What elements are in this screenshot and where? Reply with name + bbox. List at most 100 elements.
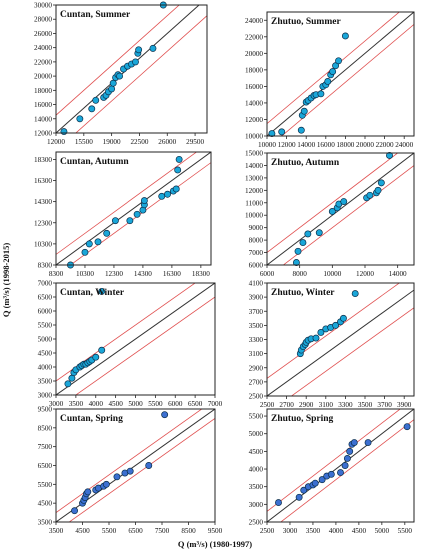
y-tick-label: 6500: [38, 294, 53, 302]
x-tick-label: 10000: [323, 270, 341, 278]
y-tick-label: 4000: [249, 466, 264, 474]
upper-band-line: [56, 152, 198, 255]
data-point: [98, 287, 106, 295]
y-tick-label: 3000: [249, 501, 264, 509]
y-axis-label: Q (m³/s) (1998-2015): [1, 243, 11, 317]
y-tick-label: 2500: [249, 393, 264, 401]
y-tick-label: 6000: [249, 262, 264, 270]
data-point: [343, 454, 351, 462]
y-tick-label: 4500: [38, 500, 53, 508]
data-point: [329, 68, 337, 75]
reference-lines: [267, 283, 414, 396]
reference-lines: [267, 153, 414, 265]
lower-band-line: [280, 419, 414, 522]
x-tick-label: 24000: [395, 141, 413, 149]
data-point: [341, 32, 349, 40]
x-tick-label: 6500: [128, 527, 143, 535]
y-tick-label: 30000: [34, 2, 52, 10]
data-point: [113, 473, 121, 481]
x-tick-label: 5000: [375, 527, 390, 535]
x-tick-label: 16000: [317, 141, 335, 149]
x-tick-label: 3000: [283, 527, 298, 535]
data-point: [94, 238, 102, 246]
x-tick-label: 5500: [148, 400, 163, 408]
data-point: [364, 439, 372, 446]
data-point: [174, 166, 182, 174]
y-tick-label: 9000: [249, 224, 264, 232]
plot-frame: [55, 151, 212, 266]
y-tick-label: 14000: [245, 99, 263, 107]
lower-band-line: [290, 307, 414, 396]
data-point: [81, 248, 89, 256]
data-point: [304, 230, 312, 238]
y-tick-label: 16000: [245, 83, 263, 91]
y-tick-label: 16000: [34, 101, 52, 109]
data-point: [60, 128, 68, 136]
x-tick-label: 10300: [76, 270, 94, 278]
data-point: [103, 229, 111, 237]
x-tick-label: 29500: [186, 138, 204, 146]
y-tick-label: 12300: [34, 219, 52, 227]
y-tick-label: 22000: [34, 58, 52, 66]
data-point: [92, 353, 100, 361]
y-tick-label: 4100: [249, 280, 264, 288]
data-point: [85, 240, 93, 248]
y-tick-label: 20000: [245, 50, 263, 58]
data-point: [377, 179, 385, 187]
y-tick-label: 7000: [38, 280, 53, 288]
data-point: [108, 85, 116, 93]
x-tick-label: 8000: [292, 270, 307, 278]
reference-lines: [56, 409, 215, 522]
lower-band-line: [75, 296, 215, 395]
x-tick-label: 26000: [158, 138, 176, 146]
data-point: [351, 290, 359, 298]
y-tick-label: 15000: [245, 150, 263, 158]
data-point: [341, 462, 349, 469]
lower-band-line: [75, 15, 207, 133]
y-tick-label: 3500: [249, 483, 264, 491]
panel-5: 3000 3500 4000 4500 5000 5500 6000 6500 7000 3000…: [38, 280, 223, 409]
x-tick-label: 8300: [49, 270, 64, 278]
y-tick-label: 13000: [245, 174, 263, 182]
data-point: [278, 128, 286, 136]
data-point: [294, 247, 302, 255]
y-tick-label: 5500: [249, 413, 264, 421]
x-tick-label: 12000: [47, 138, 65, 146]
x-tick-label: 3500: [358, 401, 373, 409]
y-tick-label: 12000: [34, 130, 52, 138]
x-tick-label: 9500: [208, 527, 223, 535]
y-tick-label: 10000: [245, 133, 263, 141]
panel-2: 10000 12000 14000 16000 18000 20000 22000 24000…: [245, 11, 415, 149]
panel-title: Cuntan, Spring: [60, 414, 123, 424]
plot-frame: [266, 11, 415, 137]
y-tick-label: 22000: [245, 33, 263, 41]
x-tick-label: 3700: [377, 401, 392, 409]
data-point: [300, 107, 308, 115]
upper-band-line: [56, 409, 203, 514]
y-tick-label: 4500: [38, 350, 53, 358]
data-point: [346, 447, 354, 455]
x-tick-label: 7000: [208, 400, 223, 408]
identity-line: [56, 152, 211, 265]
data-point: [92, 96, 100, 104]
y-tick-label: 8000: [249, 237, 264, 245]
y-tick-label: 8300: [38, 262, 53, 270]
y-tick-label: 7500: [38, 443, 53, 451]
y-tick-label: 11000: [245, 199, 263, 207]
x-tick-label: 4000: [329, 527, 344, 535]
data-point: [172, 185, 180, 193]
x-tick-label: 4500: [75, 527, 90, 535]
data-point: [149, 44, 157, 52]
panel-7: 3500 4500 5500 6500 7500 8500 9500 3500 4500 5500…: [38, 406, 223, 536]
data-point: [161, 411, 169, 419]
data-point: [135, 46, 143, 54]
identity-line: [267, 409, 414, 522]
x-tick-label: 14300: [134, 270, 152, 278]
x-tick-label: 2500: [260, 401, 275, 409]
y-tick-label: 3700: [249, 308, 264, 316]
data-point: [140, 197, 148, 205]
x-tick-label: 2500: [260, 527, 275, 535]
plot-area: [56, 5, 207, 133]
data-point: [297, 126, 305, 134]
data-point: [312, 334, 320, 342]
